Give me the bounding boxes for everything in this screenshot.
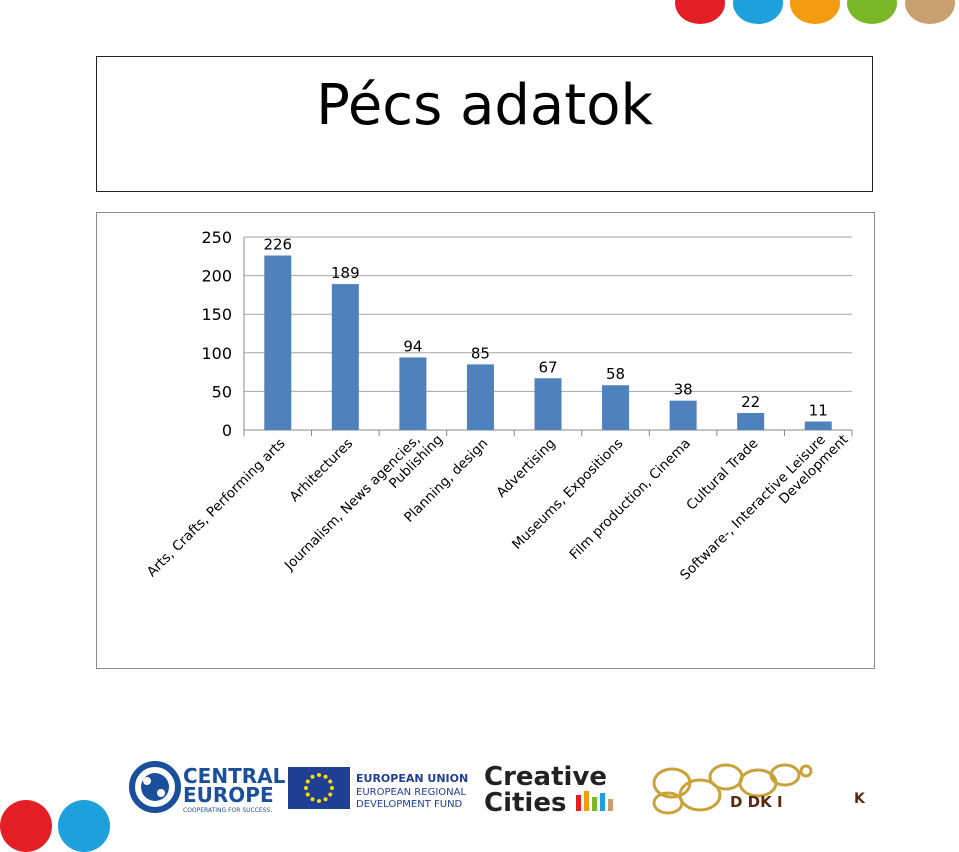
bar [399, 357, 427, 430]
data-label: 67 [538, 358, 557, 376]
y-tick-label: 0 [222, 421, 232, 440]
x-category-label-line: Journalism, News agencies, [281, 432, 423, 574]
creative-bars-icon [576, 791, 613, 811]
decor-dot-green [847, 0, 897, 24]
eu-line2: EUROPEAN REGIONAL [356, 787, 466, 798]
eu-star [317, 799, 321, 803]
decor-dot-tan [905, 0, 955, 24]
bar [264, 255, 292, 430]
chart-frame: 0 50 100 150 200 250 226 Arts, Crafts, Performi… [96, 212, 875, 669]
eu-line3: DEVELOPMENT FUND [356, 799, 463, 810]
central-europe-line2: EUROPE [183, 783, 274, 807]
x-category-label-line: Advertising [494, 436, 559, 501]
central-europe-tagline: COOPERATING FOR SUCCESS. [183, 807, 272, 814]
ddk-logo [652, 763, 813, 815]
footer-logos: CENTRAL EUROPE COOPERATING FOR SUCCESS. … [0, 755, 959, 825]
corner-dot-blue [58, 800, 110, 852]
title-box: Pécs adatok [96, 56, 873, 192]
x-category-label-line: Film production, Cinema [566, 436, 693, 563]
bar [669, 400, 697, 430]
eu-line1: EUROPEAN UNION [356, 772, 468, 785]
data-label: 38 [674, 381, 693, 399]
eu-star [310, 774, 315, 779]
decor-dot-red [675, 0, 725, 24]
y-tick-label: 250 [201, 228, 232, 247]
central-europe-logo: CENTRAL EUROPE COOPERATING FOR SUCCESS. [129, 761, 286, 814]
eu-star [328, 779, 333, 784]
bar [534, 378, 562, 430]
x-category-label: Software-, Interactive LeisureDevelopmen… [677, 420, 851, 594]
central-europe-line1: CENTRAL [183, 764, 286, 788]
ddk-text: D DK I [730, 793, 783, 811]
bar [331, 284, 359, 430]
data-label: 85 [471, 344, 490, 362]
x-category-label: Museums, Expositions [509, 436, 626, 553]
eu-star [330, 786, 334, 790]
x-category-label: Arhitectures [287, 436, 357, 506]
ddk-tail: K [854, 791, 866, 807]
eu-star [323, 774, 328, 779]
creative-line1: Creative [484, 762, 607, 792]
data-label: 11 [809, 402, 828, 420]
logo-strip: CENTRAL EUROPE COOPERATING FOR SUCCESS. … [129, 761, 866, 818]
x-category-label-line: Arhitectures [287, 436, 357, 506]
decor-dot-blue [733, 0, 783, 24]
data-label: 226 [263, 236, 292, 254]
y-tick-label: 100 [201, 344, 232, 363]
bar [466, 364, 494, 430]
creative-line2: Cities [484, 788, 566, 818]
bar [602, 385, 630, 430]
x-category-label: Arts, Crafts, Performing arts [144, 436, 289, 581]
creative-cities-logo: Creative Cities [484, 762, 613, 818]
y-tick-label: 200 [201, 267, 232, 286]
y-tick-label: 50 [212, 382, 232, 401]
data-label: 189 [331, 264, 360, 282]
bar-chart: 0 50 100 150 200 250 226 Arts, Crafts, Performi… [144, 228, 853, 594]
eu-star [305, 779, 310, 784]
eu-star [323, 797, 328, 802]
bar [737, 413, 765, 430]
x-category-label: Advertising [494, 436, 559, 501]
eu-star [317, 773, 321, 777]
corner-dot-red [0, 800, 52, 852]
eu-star [328, 792, 333, 797]
bar [804, 421, 832, 430]
decor-dot-orange [790, 0, 840, 24]
eu-star [305, 792, 310, 797]
data-label: 94 [403, 337, 422, 355]
data-label: 22 [741, 393, 760, 411]
eu-star [304, 786, 308, 790]
y-tick-label: 150 [201, 305, 232, 324]
data-label: 58 [606, 365, 625, 383]
x-category-label-line: Arts, Crafts, Performing arts [144, 436, 289, 581]
x-category-label-line: Museums, Expositions [509, 436, 626, 553]
x-category-label: Film production, Cinema [566, 436, 693, 563]
eu-logo: EUROPEAN UNION EUROPEAN REGIONAL DEVELOP… [288, 767, 468, 810]
eu-star [310, 797, 315, 802]
slide-title: Pécs adatok [316, 73, 653, 138]
